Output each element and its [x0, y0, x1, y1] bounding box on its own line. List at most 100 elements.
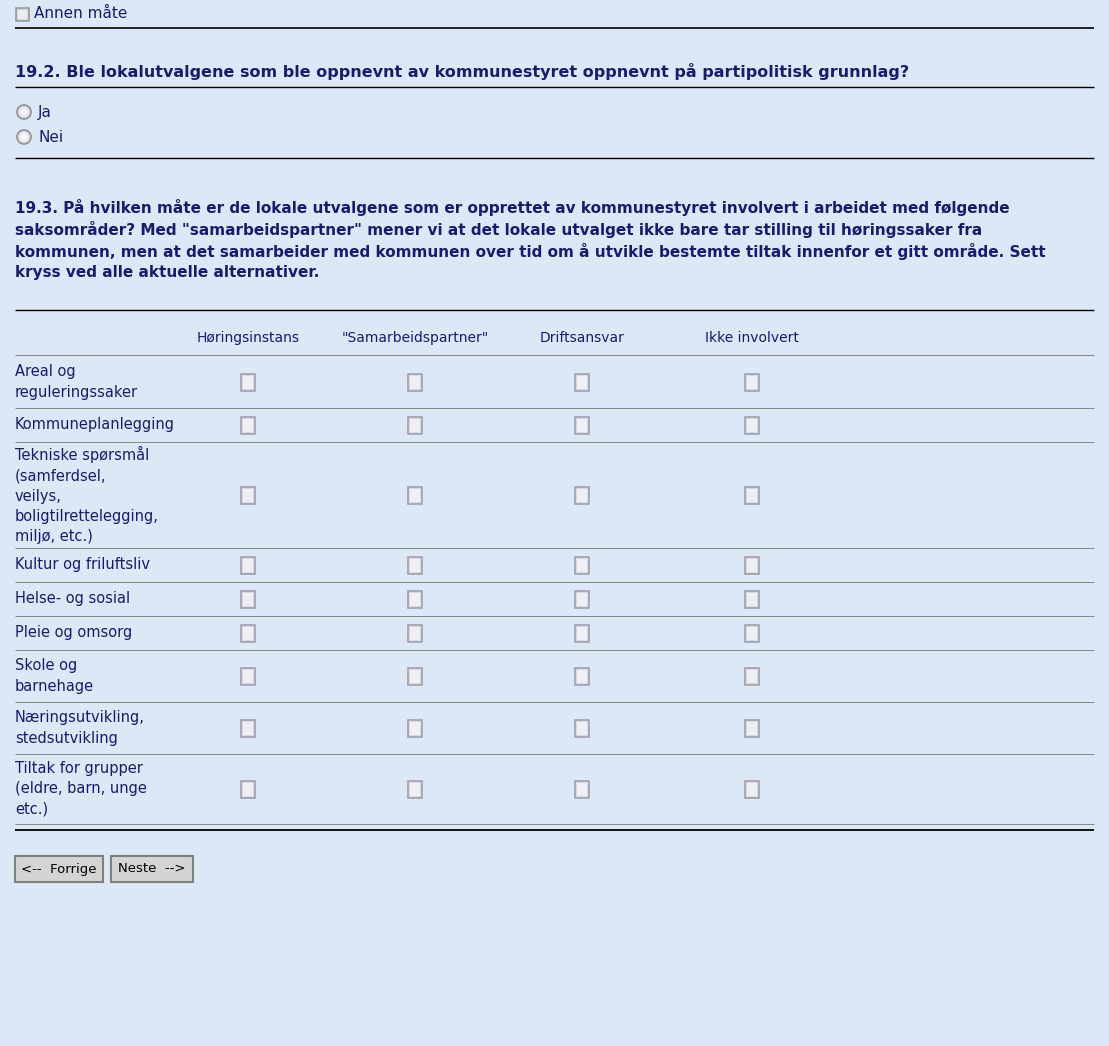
Text: Nei: Nei	[38, 130, 63, 144]
FancyBboxPatch shape	[745, 780, 759, 797]
Text: Høringsinstans: Høringsinstans	[196, 331, 299, 345]
FancyBboxPatch shape	[574, 373, 589, 390]
FancyBboxPatch shape	[745, 591, 759, 608]
FancyBboxPatch shape	[410, 559, 420, 571]
FancyBboxPatch shape	[241, 486, 255, 503]
FancyBboxPatch shape	[577, 592, 587, 606]
FancyBboxPatch shape	[243, 488, 253, 501]
FancyBboxPatch shape	[747, 782, 757, 796]
FancyBboxPatch shape	[243, 627, 253, 639]
FancyBboxPatch shape	[241, 373, 255, 390]
FancyBboxPatch shape	[408, 556, 423, 573]
Text: "Samarbeidspartner": "Samarbeidspartner"	[342, 331, 489, 345]
Circle shape	[20, 133, 28, 141]
FancyBboxPatch shape	[408, 780, 423, 797]
FancyBboxPatch shape	[745, 373, 759, 390]
FancyBboxPatch shape	[747, 376, 757, 388]
FancyBboxPatch shape	[408, 591, 423, 608]
FancyBboxPatch shape	[745, 556, 759, 573]
FancyBboxPatch shape	[410, 418, 420, 432]
Text: Helse- og sosial: Helse- og sosial	[16, 591, 130, 607]
Text: 19.2. Ble lokalutvalgene som ble oppnevnt av kommunestyret oppnevnt på partipoli: 19.2. Ble lokalutvalgene som ble oppnevn…	[16, 64, 909, 81]
FancyBboxPatch shape	[243, 782, 253, 796]
FancyBboxPatch shape	[410, 376, 420, 388]
Text: <--  Forrige: <-- Forrige	[21, 863, 96, 876]
Text: Næringsutvikling,
stedsutvikling: Næringsutvikling, stedsutvikling	[16, 710, 145, 746]
FancyBboxPatch shape	[577, 782, 587, 796]
FancyBboxPatch shape	[747, 559, 757, 571]
FancyBboxPatch shape	[577, 669, 587, 682]
FancyBboxPatch shape	[410, 592, 420, 606]
Circle shape	[17, 130, 31, 144]
FancyBboxPatch shape	[577, 488, 587, 501]
Text: Areal og
reguleringssaker: Areal og reguleringssaker	[16, 364, 139, 400]
FancyBboxPatch shape	[410, 488, 420, 501]
FancyBboxPatch shape	[747, 669, 757, 682]
FancyBboxPatch shape	[410, 669, 420, 682]
FancyBboxPatch shape	[577, 722, 587, 734]
FancyBboxPatch shape	[241, 720, 255, 736]
FancyBboxPatch shape	[574, 667, 589, 684]
FancyBboxPatch shape	[747, 592, 757, 606]
FancyBboxPatch shape	[243, 722, 253, 734]
Circle shape	[20, 108, 28, 116]
FancyBboxPatch shape	[574, 591, 589, 608]
FancyBboxPatch shape	[745, 667, 759, 684]
FancyBboxPatch shape	[243, 418, 253, 432]
FancyBboxPatch shape	[408, 486, 423, 503]
FancyBboxPatch shape	[243, 376, 253, 388]
Text: kommunen, men at det samarbeider med kommunen over tid om å utvikle bestemte til: kommunen, men at det samarbeider med kom…	[16, 243, 1046, 259]
FancyBboxPatch shape	[241, 591, 255, 608]
FancyBboxPatch shape	[745, 416, 759, 433]
Text: Tiltak for grupper
(eldre, barn, unge
etc.): Tiltak for grupper (eldre, barn, unge et…	[16, 761, 146, 817]
FancyBboxPatch shape	[241, 780, 255, 797]
Text: Ikke involvert: Ikke involvert	[705, 331, 798, 345]
Text: Kultur og friluftsliv: Kultur og friluftsliv	[16, 558, 150, 572]
FancyBboxPatch shape	[408, 373, 423, 390]
FancyBboxPatch shape	[410, 782, 420, 796]
Text: Driftsansvar: Driftsansvar	[540, 331, 624, 345]
FancyBboxPatch shape	[16, 7, 29, 21]
FancyBboxPatch shape	[243, 559, 253, 571]
FancyBboxPatch shape	[408, 624, 423, 641]
Text: Kommuneplanlegging: Kommuneplanlegging	[16, 417, 175, 432]
FancyBboxPatch shape	[745, 486, 759, 503]
FancyBboxPatch shape	[408, 667, 423, 684]
FancyBboxPatch shape	[243, 592, 253, 606]
FancyBboxPatch shape	[408, 416, 423, 433]
FancyBboxPatch shape	[18, 9, 27, 19]
FancyBboxPatch shape	[745, 624, 759, 641]
FancyBboxPatch shape	[577, 418, 587, 432]
FancyBboxPatch shape	[241, 416, 255, 433]
FancyBboxPatch shape	[745, 720, 759, 736]
FancyBboxPatch shape	[241, 556, 255, 573]
FancyBboxPatch shape	[574, 486, 589, 503]
FancyBboxPatch shape	[243, 669, 253, 682]
Text: Neste  -->: Neste -->	[119, 863, 185, 876]
FancyBboxPatch shape	[577, 376, 587, 388]
Text: Tekniske spørsmål
(samferdsel,
veilys,
boligtilrettelegging,
miljø, etc.): Tekniske spørsmål (samferdsel, veilys, b…	[16, 446, 159, 544]
Text: Ja: Ja	[38, 105, 52, 119]
FancyBboxPatch shape	[574, 780, 589, 797]
FancyBboxPatch shape	[577, 627, 587, 639]
Text: 19.3. På hvilken måte er de lokale utvalgene som er opprettet av kommunestyret i: 19.3. På hvilken måte er de lokale utval…	[16, 199, 1009, 215]
Circle shape	[17, 105, 31, 119]
Text: Annen måte: Annen måte	[34, 6, 128, 22]
Text: saksområder? Med "samarbeidspartner" mener vi at det lokale utvalget ikke bare t: saksområder? Med "samarbeidspartner" men…	[16, 221, 983, 237]
FancyBboxPatch shape	[577, 559, 587, 571]
FancyBboxPatch shape	[574, 556, 589, 573]
FancyBboxPatch shape	[408, 720, 423, 736]
FancyBboxPatch shape	[241, 667, 255, 684]
FancyBboxPatch shape	[410, 722, 420, 734]
FancyBboxPatch shape	[747, 722, 757, 734]
FancyBboxPatch shape	[241, 624, 255, 641]
FancyBboxPatch shape	[111, 856, 193, 882]
Text: Pleie og omsorg: Pleie og omsorg	[16, 626, 132, 640]
Text: Skole og
barnehage: Skole og barnehage	[16, 658, 94, 693]
FancyBboxPatch shape	[747, 627, 757, 639]
FancyBboxPatch shape	[747, 488, 757, 501]
FancyBboxPatch shape	[410, 627, 420, 639]
FancyBboxPatch shape	[747, 418, 757, 432]
FancyBboxPatch shape	[574, 416, 589, 433]
Text: kryss ved alle aktuelle alternativer.: kryss ved alle aktuelle alternativer.	[16, 266, 319, 280]
